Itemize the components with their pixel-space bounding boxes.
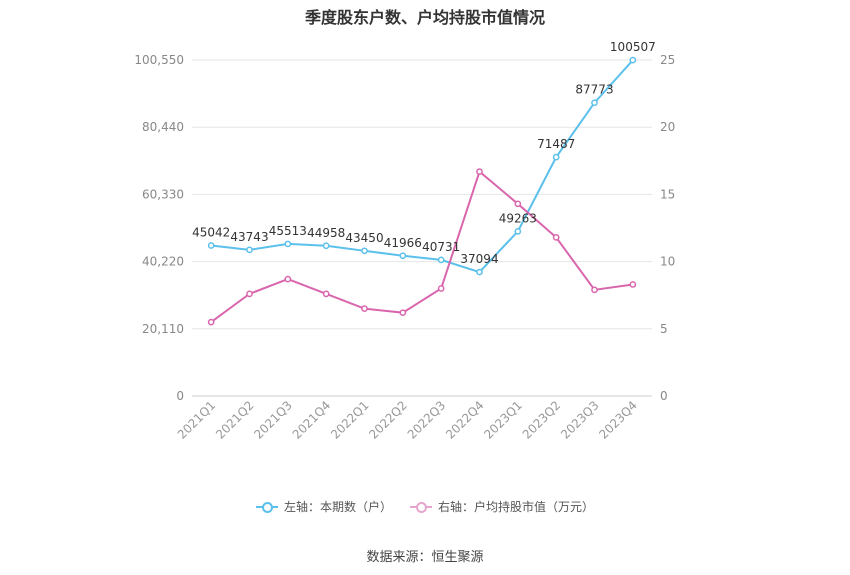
data-point: [207, 318, 215, 326]
x-axis-tick-label: 2023Q2: [520, 398, 564, 442]
data-label: 40731: [422, 240, 460, 254]
legend-marker-icon: [410, 501, 432, 513]
data-point: [476, 268, 483, 276]
data-label: 100507: [610, 40, 656, 54]
chart-title: 季度股东户数、户均持股市值情况: [304, 8, 545, 27]
right-axis-tick-label: 5: [660, 322, 668, 336]
x-axis-tick-label: 2023Q3: [558, 398, 602, 442]
legend-item-households[interactable]: 左轴：本期数（户）: [255, 498, 392, 515]
left-axis-tick-label: 40,220: [142, 255, 184, 269]
left-axis-tick-label: 0: [176, 389, 184, 403]
x-axis-tick-label: 2021Q1: [175, 398, 219, 442]
data-label: 49263: [499, 211, 537, 225]
data-label: 43450: [345, 231, 383, 245]
series-layer: [207, 56, 637, 326]
data-point: [284, 275, 292, 283]
data-point: [322, 290, 330, 298]
data-point: [322, 242, 330, 250]
left-axis-tick-label: 80,440: [142, 120, 184, 134]
data-point: [399, 252, 407, 260]
data-point: [629, 56, 637, 64]
data-point: [514, 228, 522, 235]
data-point: [476, 168, 483, 175]
right-axis-tick-label: 10: [660, 255, 675, 269]
data-label: 43743: [230, 230, 268, 244]
x-axis-tick-label: 2021Q4: [290, 398, 334, 442]
data-point: [629, 281, 637, 288]
left-axis-tick-label: 20,110: [142, 322, 184, 336]
data-point: [399, 309, 407, 317]
x-axis-tick-label: 2023Q4: [596, 398, 640, 442]
data-point: [552, 153, 560, 161]
data-point: [514, 200, 522, 208]
right-axis-tick-label: 20: [660, 120, 675, 134]
x-axis-tick-label: 2022Q3: [405, 398, 449, 442]
right-axis-tick-label: 15: [660, 187, 675, 201]
left-axis-tick-label: 60,330: [142, 187, 184, 201]
legend-marker-icon: [255, 501, 278, 513]
data-point: [361, 305, 368, 312]
data-point: [284, 240, 292, 248]
data-label: 41966: [384, 236, 422, 250]
data-point: [246, 246, 253, 254]
x-axis-tick-label: 2023Q1: [481, 398, 525, 442]
data-label: 44958: [307, 226, 345, 240]
legend-label: 左轴：本期数（户）: [283, 500, 392, 514]
data-label-layer: 45042 43743 45513 44958 43450 41966 4073137094…: [192, 40, 656, 266]
data-point: [437, 285, 445, 292]
data-label: 45513: [269, 224, 307, 238]
data-point: [591, 286, 598, 294]
data-label: 45042: [192, 225, 230, 239]
right-axis-tick-label: 25: [660, 53, 675, 67]
legend-label: 右轴：户均持股市值（万元）: [438, 500, 595, 514]
data-point: [437, 256, 445, 264]
data-point: [207, 242, 215, 249]
data-point: [361, 247, 368, 255]
data-point: [591, 99, 598, 107]
x-axis-tick-label: 2022Q4: [443, 398, 487, 442]
x-axis-tick-label: 2022Q1: [328, 398, 372, 442]
data-label: 71487: [537, 137, 575, 151]
legend-item-avg-value[interactable]: 右轴：户均持股市值（万元）: [410, 498, 594, 515]
data-label: 37094: [460, 252, 498, 266]
source-note: 数据来源：恒生聚源: [366, 550, 484, 565]
left-axis-tick-label: 100,550: [134, 53, 184, 67]
data-point: [552, 234, 560, 241]
x-axis-tick-label: 2022Q2: [366, 398, 410, 442]
legend: 左轴：本期数（户） 右轴：户均持股市值（万元）: [0, 498, 850, 515]
series-line-0: [211, 59, 634, 274]
x-axis-tick-label: 2021Q2: [213, 398, 257, 442]
series-line-1: [210, 169, 633, 323]
grid-layer: [192, 59, 652, 330]
x-axis-tick-label: 2021Q3: [251, 398, 295, 442]
data-point: [246, 290, 253, 298]
right-axis-tick-label: 0: [660, 389, 668, 403]
data-label: 87773: [575, 83, 613, 97]
